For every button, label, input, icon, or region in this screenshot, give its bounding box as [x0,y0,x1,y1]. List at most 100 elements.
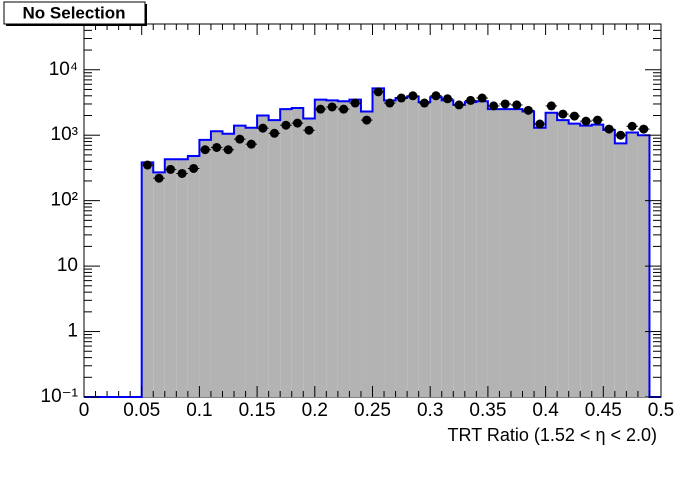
hist-bar [245,127,258,398]
hist-bar [153,172,165,397]
hist-bar [545,112,558,398]
data-point [396,93,406,103]
data-point [246,139,256,149]
hist-bar [141,162,154,397]
hist-bar [534,127,546,398]
hist-bar [487,109,500,398]
hist-bar [326,100,338,398]
x-tick-label: 0.35 [469,400,506,421]
data-point [443,94,453,104]
data-point [593,115,603,125]
x-tick-label: 0.05 [123,400,160,421]
data-point [177,168,187,178]
data-point [639,124,649,134]
hist-bar [430,97,442,397]
hist-bar [568,123,581,397]
hist-bar [303,118,315,398]
data-point [385,98,395,108]
data-point [535,119,545,129]
x-tick-label: 0.2 [302,400,328,421]
data-point [512,100,522,110]
hist-bar [164,159,177,397]
hist-bar [557,120,569,397]
hist-bar [499,109,511,398]
data-point [154,173,164,183]
hist-bar [418,102,431,398]
y-tick-label: 10³ [51,124,78,145]
hist-bar [441,100,454,398]
data-point [292,118,302,128]
hist-bar [603,130,615,397]
hist-bar [268,120,281,397]
hist-bar [349,99,361,398]
hist-bar [337,101,350,397]
data-point [223,145,233,155]
x-tick-label: 0.4 [532,400,559,421]
data-point [489,101,499,111]
x-tick-label: 0.3 [417,400,443,421]
data-point [500,99,510,109]
data-point [408,91,418,101]
x-tick-label: 0.15 [239,400,276,421]
hist-bar [510,109,523,398]
data-point [627,121,637,131]
data-point [431,91,441,101]
hist-bar [210,131,223,398]
data-point [166,164,176,174]
data-point [327,102,337,112]
hist-bar [234,125,246,398]
data-point [339,104,349,114]
data-point [523,105,533,115]
data-point [419,98,429,108]
hist-bar [614,143,627,397]
y-tick-label: 10 [57,255,78,276]
x-tick-label: 0.5 [648,400,674,421]
hist-bar [591,124,604,397]
data-point [604,124,614,134]
data-point [466,95,476,105]
data-point [581,116,591,126]
data-point [454,100,464,110]
data-point [142,160,152,170]
hist-bar [580,125,592,398]
hist-bar [314,99,327,398]
x-tick-label: 0 [79,400,90,421]
hist-bar [453,104,465,398]
y-tick-label: 10⁻¹ [41,386,79,407]
title-box [3,1,146,25]
chart-title: No Selection [23,3,126,22]
hist-bar [372,88,385,398]
data-point [477,93,487,103]
hist-bar [222,133,235,397]
data-point [350,98,360,108]
hist-bar [476,101,488,397]
data-point [212,142,222,152]
data-point [569,111,579,121]
hist-outline [84,87,661,398]
hist-bar [384,100,396,398]
x-axis-label: TRT Ratio (1.52 < η < 2.0) [448,425,657,445]
hist-bar [407,96,419,397]
data-point [200,145,210,155]
data-point [189,163,199,173]
y-tick-label: 1 [67,321,78,342]
hist-bar [464,102,477,398]
y-tick-label: 10⁴ [49,59,78,80]
data-point [316,104,326,114]
data-point [362,115,372,125]
data-point [373,87,383,97]
hist-bar [199,139,211,397]
data-point [558,109,568,119]
data-point [304,125,314,135]
y-tick-label: 10² [51,190,78,211]
hist-bar [187,156,200,397]
hist-bar [637,135,650,397]
hist-bar [360,111,373,397]
hist-bar [176,159,188,397]
data-point [235,134,245,144]
hist-bar [280,109,292,398]
x-tick-label: 0.1 [186,400,212,421]
hist-bar [291,108,304,398]
